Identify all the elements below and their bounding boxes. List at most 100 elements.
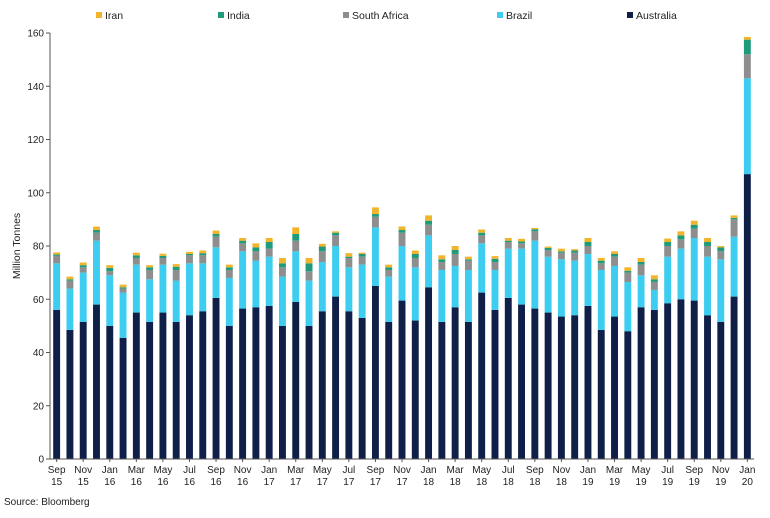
bar-segment-australia [385, 321, 393, 459]
bar-segment-iran [425, 215, 433, 221]
bar-segment-iran [318, 243, 326, 247]
bar-segment-brazil [717, 259, 725, 322]
bar-segment-south-africa [650, 281, 658, 290]
bar-segment-south-africa [358, 256, 366, 265]
bar-segment-south-africa [438, 261, 446, 270]
bar-segment-brazil [650, 289, 658, 310]
bar-segment-iran [93, 226, 100, 231]
bar-segment-australia [318, 311, 326, 459]
bar-segment-australia [398, 300, 406, 459]
y-tick-label: 100 [27, 188, 44, 199]
bar-segment-australia [252, 307, 260, 459]
x-tick-label-year: 17 [264, 477, 276, 488]
bar-segment-south-africa [478, 235, 486, 244]
bar-segment-south-africa [66, 280, 74, 289]
bar-segment-iran [345, 253, 353, 257]
bar-segment-india [677, 235, 685, 240]
bar-segment-south-africa [690, 228, 698, 239]
x-tick-label-year: 19 [609, 477, 621, 488]
x-tick-label-year: 19 [689, 477, 701, 488]
legend-swatch-iran [96, 12, 102, 18]
bar-segment-australia [358, 317, 366, 459]
bar-segment-india [252, 247, 260, 252]
y-tick-label: 20 [33, 401, 45, 412]
y-tick-label: 40 [33, 348, 45, 359]
bar-segment-iran [371, 207, 379, 215]
legend-swatch-south-africa [343, 12, 349, 18]
bar-segment-south-africa [730, 219, 738, 237]
bar-segment-brazil [159, 264, 167, 313]
bar-segment-brazil [464, 269, 472, 322]
bar-segment-south-africa [611, 256, 618, 266]
bar-segment-india [239, 240, 247, 244]
bar-segment-south-africa [398, 232, 406, 246]
bar-segment-australia [624, 331, 632, 459]
bar-segment-iran [385, 264, 393, 268]
bar-segment-australia [53, 309, 61, 459]
bar-segment-india [690, 224, 698, 229]
x-tick-label-month: Nov [234, 465, 252, 476]
bar-segment-brazil [544, 256, 552, 313]
x-tick-label-month: Jul [183, 465, 196, 476]
bar-segment-india [624, 270, 632, 273]
bar-segment-brazil [371, 227, 379, 286]
bar-segment-australia [637, 307, 645, 459]
bar-segment-south-africa [53, 255, 61, 264]
bar-segment-india [212, 234, 220, 237]
bar-segment-iran [265, 238, 273, 242]
bar-segment-australia [212, 297, 220, 459]
bar-segment-brazil [146, 279, 154, 322]
x-tick-label-month: May [313, 465, 332, 476]
bar-segment-south-africa [464, 260, 472, 270]
x-tick-label-year: 15 [78, 477, 90, 488]
bar-segment-brazil [53, 263, 61, 310]
bar-segment-iran [743, 36, 751, 40]
bar-segment-brazil [199, 263, 207, 312]
bar-segment-south-africa [172, 269, 180, 281]
y-tick-label: 60 [33, 295, 45, 306]
bar-segment-brazil [318, 261, 326, 312]
bar-segment-brazil [398, 246, 406, 301]
bar-segment-australia [146, 321, 154, 459]
bar-segment-south-africa [451, 253, 459, 266]
y-tick-label: 140 [27, 82, 44, 93]
bar-segment-iran [212, 230, 220, 235]
bar-segment-india [518, 241, 525, 244]
bar-segment-brazil [385, 276, 393, 322]
bar-segment-india [79, 265, 87, 268]
bar-segment-australia [292, 301, 300, 459]
bar-segment-south-africa [292, 240, 300, 252]
bar-segment-australia [451, 307, 459, 459]
bar-segment-iran [411, 250, 419, 254]
x-tick-label-year: 17 [396, 477, 408, 488]
bar-segment-india [504, 240, 512, 243]
bar-segment-india [66, 279, 74, 281]
bar-segment-south-africa [491, 261, 499, 270]
bar-segment-south-africa [106, 271, 114, 276]
bar-segment-india [704, 242, 711, 246]
x-tick-label-month: Jul [661, 465, 674, 476]
x-tick-label-year: 19 [715, 477, 727, 488]
bar-segment-iran [398, 226, 406, 231]
bar-segment-iran [557, 248, 565, 252]
bar-segment-india [438, 259, 446, 262]
bar-segment-australia [332, 296, 340, 459]
bar-segment-india [186, 253, 193, 256]
bar-segment-brazil [106, 275, 114, 326]
x-tick-label-month: Sep [685, 465, 703, 476]
bar-segment-brazil [518, 248, 525, 305]
bar-segment-australia [172, 321, 180, 459]
bar-segment-india [650, 279, 658, 282]
x-tick-label-year: 18 [476, 477, 488, 488]
bar-segment-australia [371, 285, 379, 459]
y-tick-label: 120 [27, 135, 44, 146]
bar-segment-brazil [624, 281, 632, 332]
bar-segment-brazil [611, 265, 618, 317]
bar-segment-india [385, 267, 393, 270]
x-tick-label-month: Nov [552, 465, 570, 476]
bar-segment-india [345, 256, 353, 258]
bar-segment-brazil [478, 243, 486, 293]
bar-segment-brazil [557, 259, 565, 317]
legend-label-australia: Australia [636, 10, 677, 22]
